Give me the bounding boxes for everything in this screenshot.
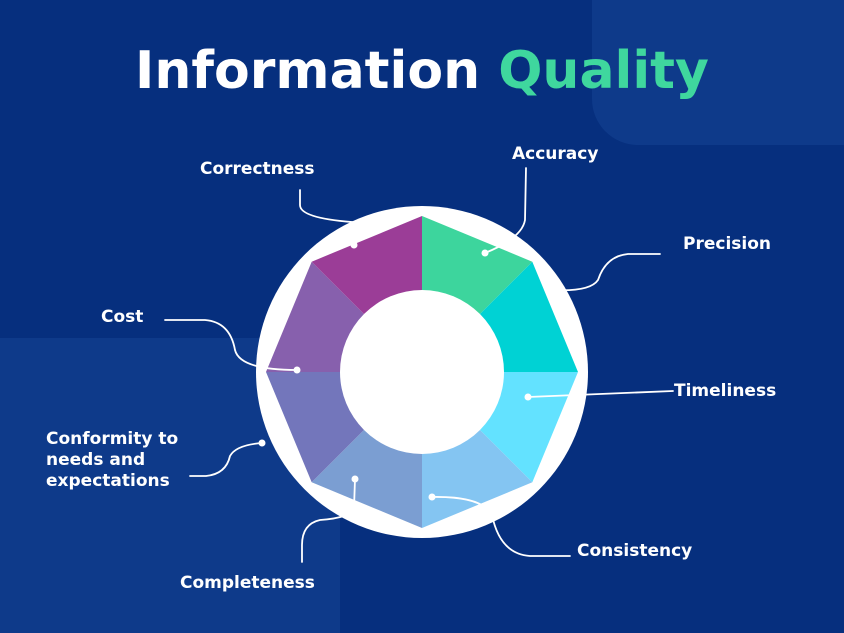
label-precision: Precision xyxy=(683,234,772,254)
title-main: Information xyxy=(135,41,481,101)
background-shape-top-right xyxy=(592,0,844,145)
title-accent: Quality xyxy=(498,41,709,101)
label-conformity: Conformity to needs and expectations xyxy=(46,429,178,492)
dot-conformity xyxy=(258,439,266,447)
label-timeliness: Timeliness xyxy=(674,381,777,401)
dot-precision xyxy=(548,286,556,294)
connector-accuracy xyxy=(484,167,527,254)
label-completeness: Completeness xyxy=(180,573,315,593)
connector-lines xyxy=(164,167,674,563)
connector-cost xyxy=(164,319,298,371)
label-accuracy: Accuracy xyxy=(512,144,599,164)
wheel-center xyxy=(340,290,504,454)
connector-precision xyxy=(551,253,661,292)
dot-correctness xyxy=(350,241,358,249)
connector-correctness xyxy=(299,189,355,246)
connector-dots xyxy=(258,241,556,501)
dot-completeness xyxy=(351,475,359,483)
dot-cost xyxy=(293,366,301,374)
label-correctness: Correctness xyxy=(200,159,315,179)
label-conformity-line-1: Conformity to xyxy=(46,429,179,449)
connector-completeness xyxy=(301,478,356,563)
dot-timeliness xyxy=(524,393,532,401)
connector-timeliness xyxy=(527,390,674,398)
connector-conformity xyxy=(189,442,263,477)
label-conformity-line-2: needs and xyxy=(46,450,146,470)
dot-consistency xyxy=(428,493,436,501)
dot-accuracy xyxy=(481,249,489,257)
label-conformity-line-3: expectations xyxy=(46,471,170,491)
connector-consistency xyxy=(431,496,571,557)
page-title: Information Quality xyxy=(0,36,844,106)
label-consistency: Consistency xyxy=(577,541,693,561)
label-cost: Cost xyxy=(101,307,144,327)
